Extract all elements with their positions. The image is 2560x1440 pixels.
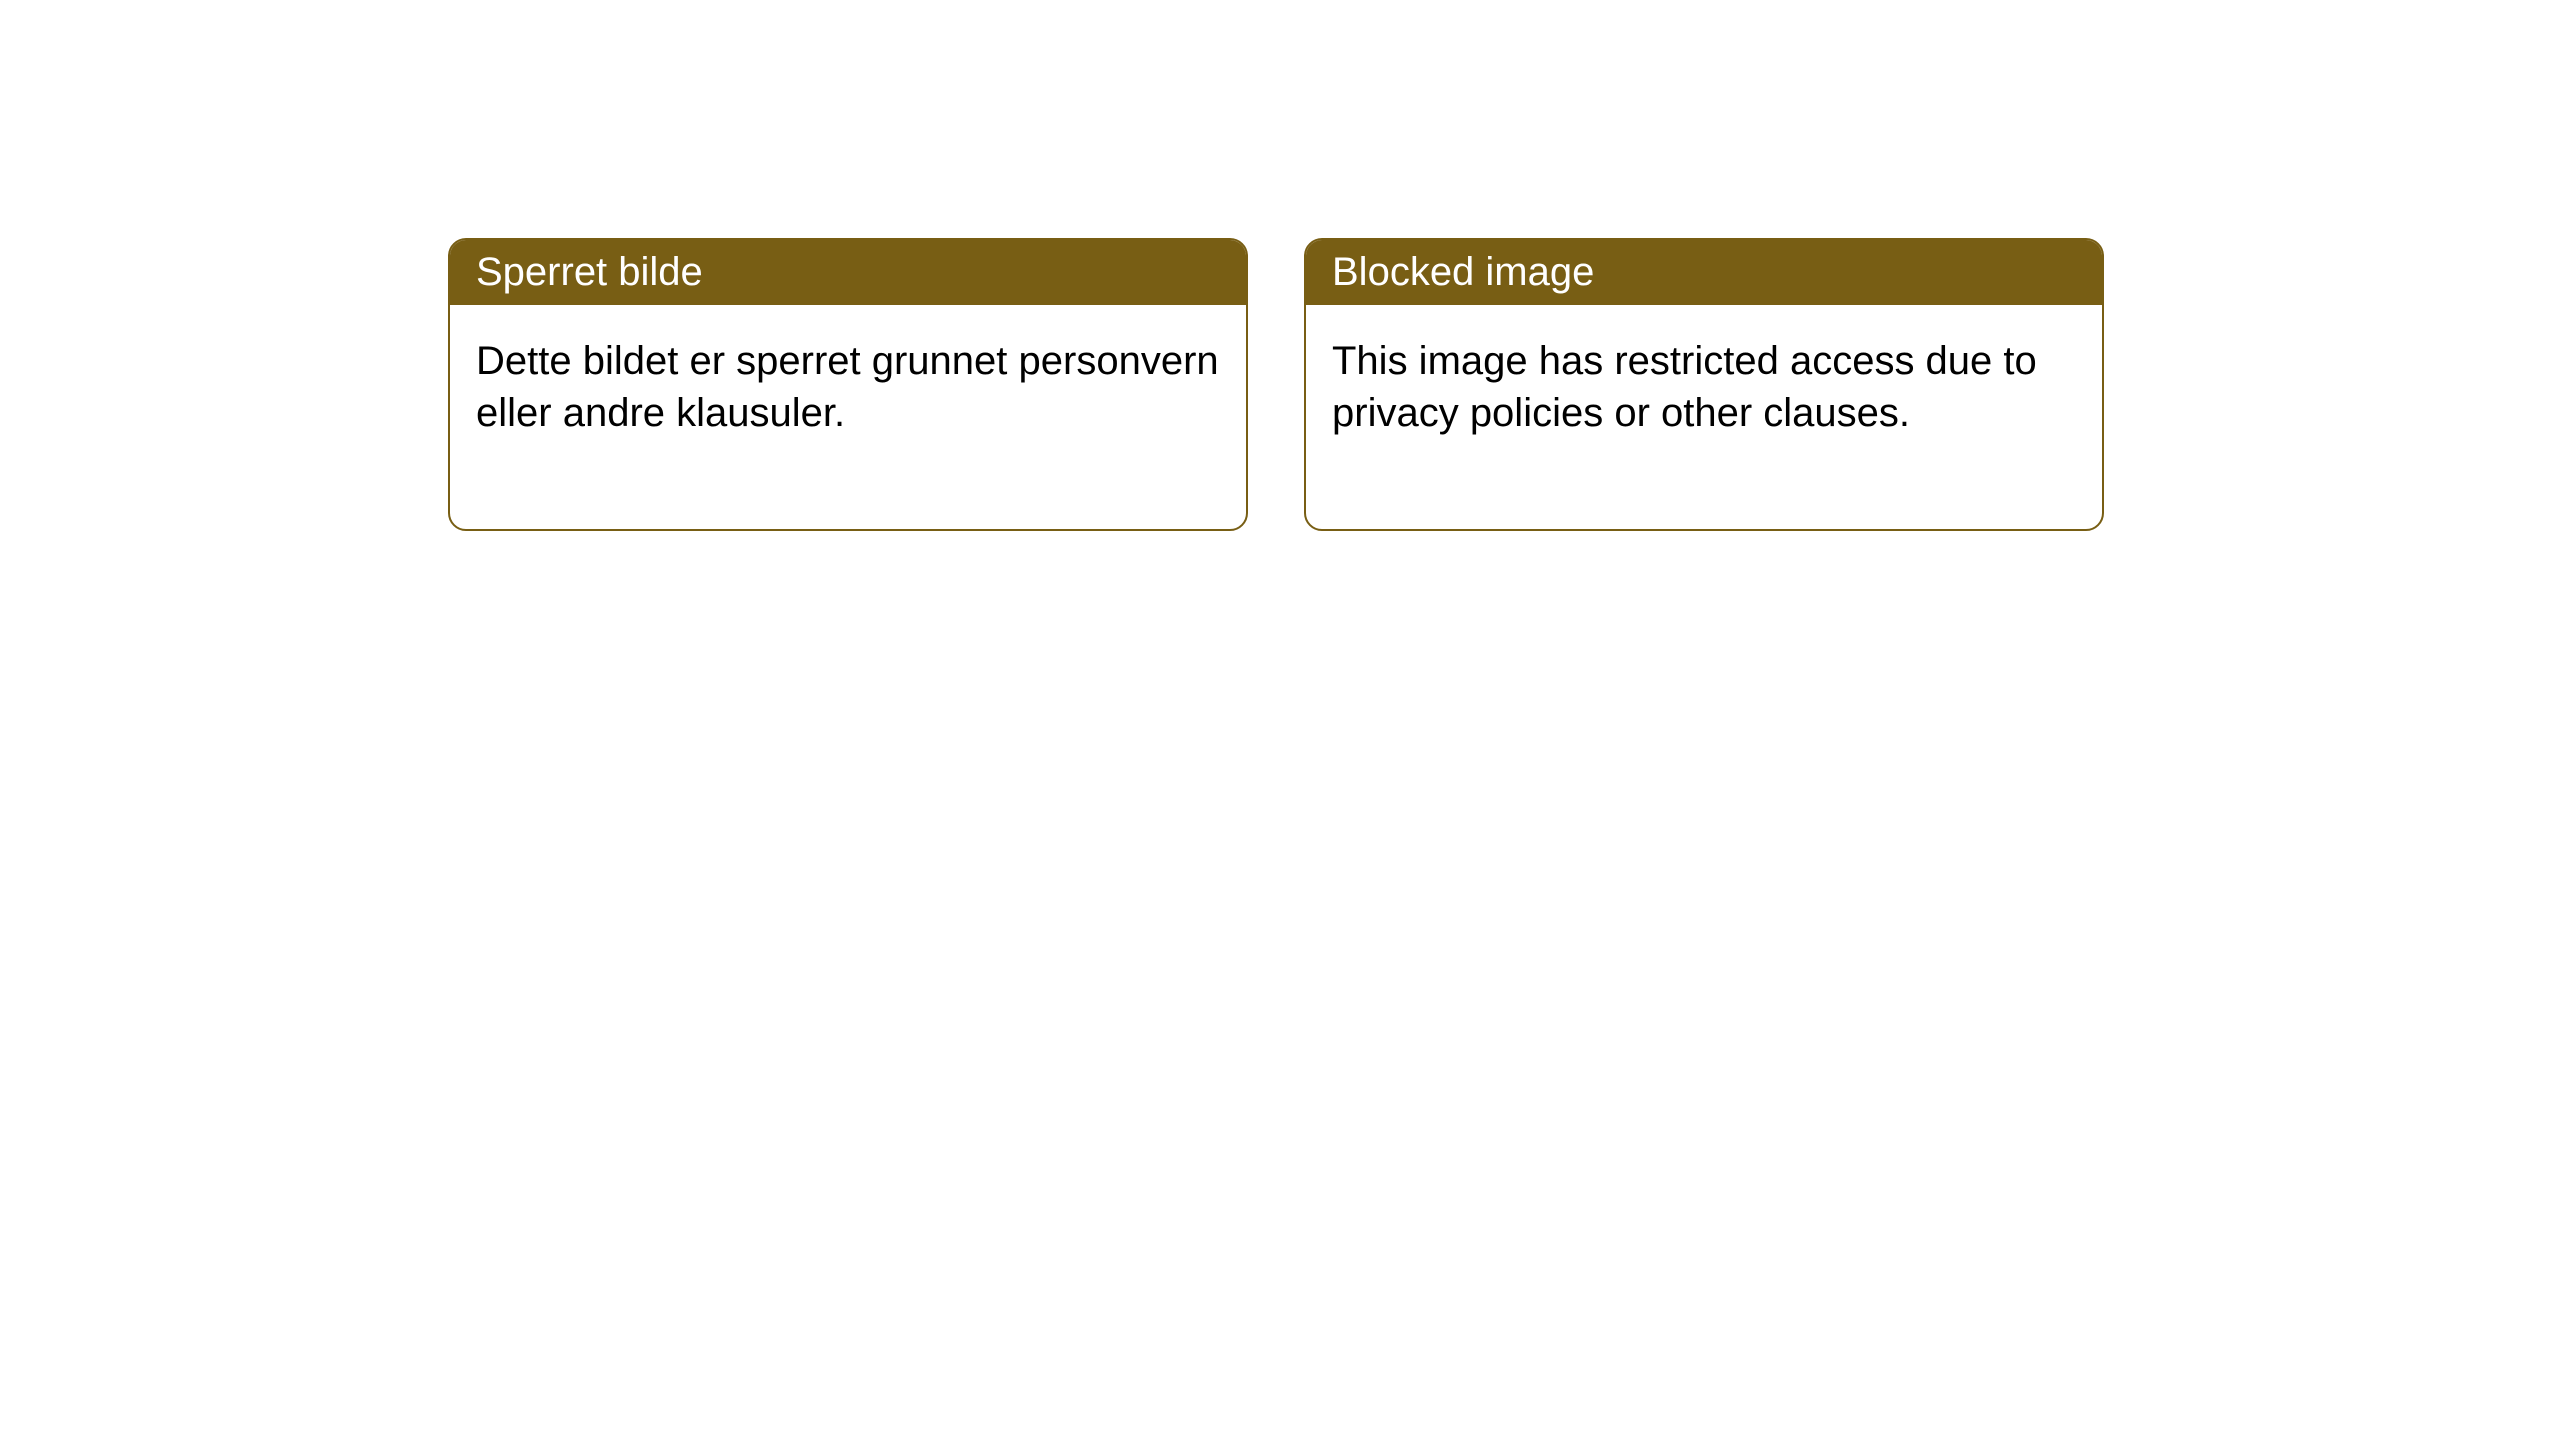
notice-cards-container: Sperret bilde Dette bildet er sperret gr… [448, 238, 2104, 531]
card-title-en: Blocked image [1332, 250, 1594, 294]
blocked-image-card-no: Sperret bilde Dette bildet er sperret gr… [448, 238, 1248, 531]
card-message-no: Dette bildet er sperret grunnet personve… [476, 339, 1219, 435]
card-header-en: Blocked image [1306, 240, 2102, 305]
card-title-no: Sperret bilde [476, 250, 703, 294]
card-body-no: Dette bildet er sperret grunnet personve… [450, 305, 1246, 529]
card-message-en: This image has restricted access due to … [1332, 339, 2037, 435]
card-body-en: This image has restricted access due to … [1306, 305, 2102, 529]
card-header-no: Sperret bilde [450, 240, 1246, 305]
blocked-image-card-en: Blocked image This image has restricted … [1304, 238, 2104, 531]
